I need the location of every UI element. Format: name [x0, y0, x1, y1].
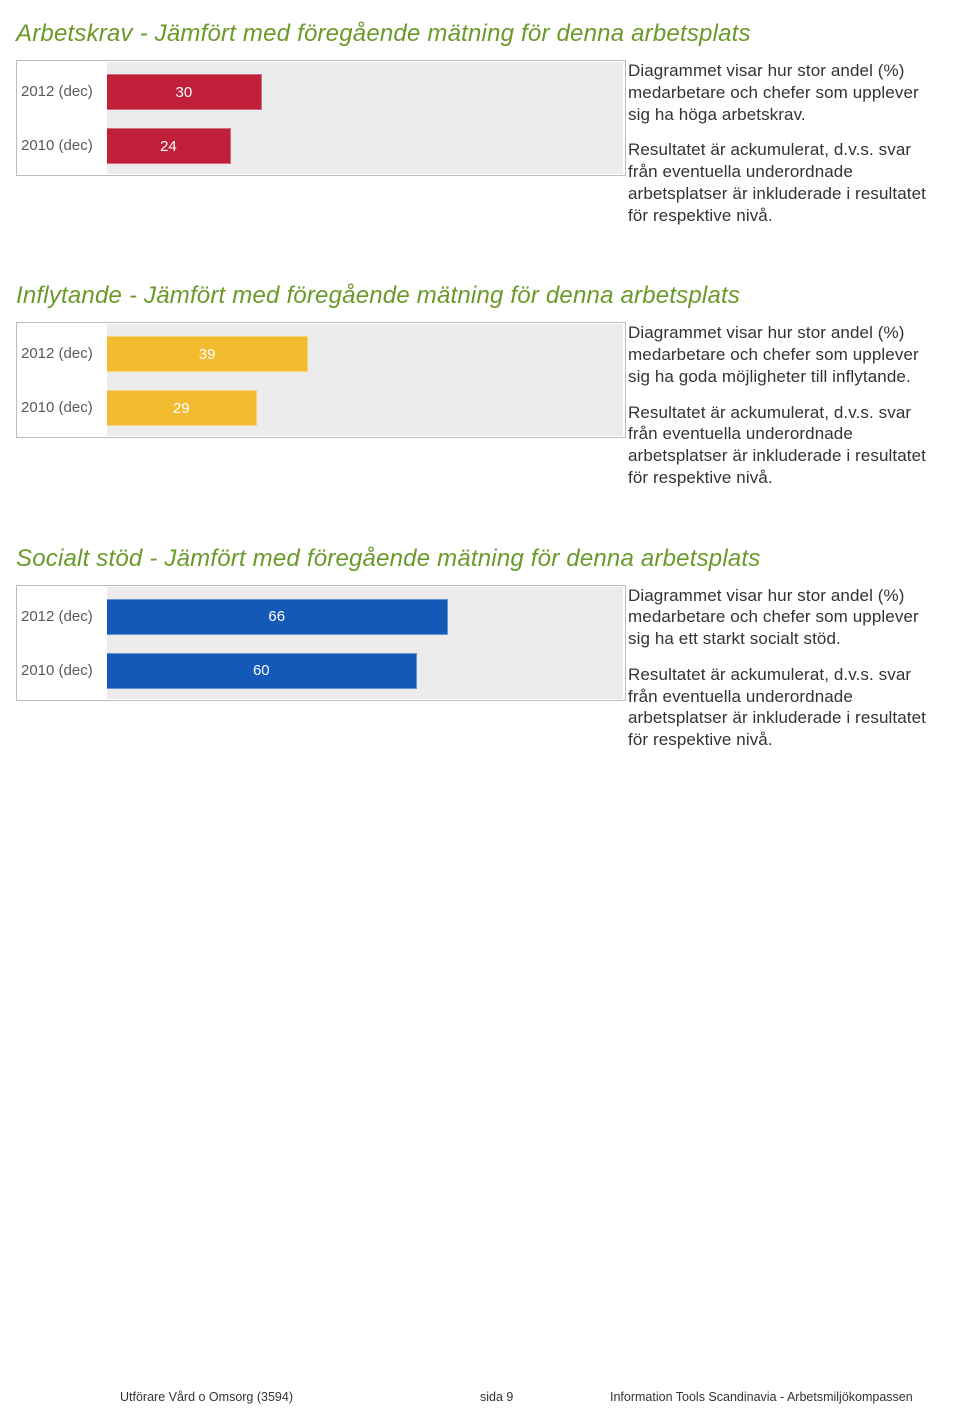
section-1: Inflytande - Jämfört med föregående mätn…: [16, 282, 944, 502]
bar-row: 66: [107, 599, 448, 635]
desc-paragraph: Diagrammet visar hur stor andel (%) meda…: [628, 322, 944, 387]
bar-row: 39: [107, 336, 308, 372]
desc-paragraph: Diagrammet visar hur stor andel (%) meda…: [628, 585, 944, 650]
chart-box: 2012 (dec)30 2010 (dec)24: [16, 60, 626, 176]
section-row: 2012 (dec)39 2010 (dec)29 Diagrammet visar…: [16, 322, 944, 502]
bar-row: 29: [107, 390, 257, 426]
bar: 30: [107, 74, 262, 110]
section-row: 2012 (dec)30 2010 (dec)24 Diagrammet visar…: [16, 60, 944, 240]
description: Diagrammet visar hur stor andel (%) meda…: [626, 60, 944, 240]
footer-mid: sida 9: [480, 1390, 610, 1404]
desc-paragraph: Diagrammet visar hur stor andel (%) meda…: [628, 60, 944, 125]
bar-label: 2012 (dec): [17, 608, 107, 625]
chart-box: 2012 (dec)39 2010 (dec)29: [16, 322, 626, 438]
bar: 24: [107, 128, 231, 164]
page-footer: Utförare Vård o Omsorg (3594)sida 9Infor…: [0, 1390, 960, 1404]
chart-box: 2012 (dec)66 2010 (dec)60: [16, 585, 626, 701]
bar-label: 2010 (dec): [17, 662, 107, 679]
chart: 2012 (dec)39 2010 (dec)29: [16, 322, 626, 438]
bar: 66: [107, 599, 448, 635]
bar-label: 2012 (dec): [17, 83, 107, 100]
footer-right: Information Tools Scandinavia - Arbetsmi…: [610, 1390, 944, 1404]
bar-row: 60: [107, 653, 417, 689]
chart: 2012 (dec)66 2010 (dec)60: [16, 585, 626, 701]
desc-paragraph: Resultatet är ackumulerat, d.v.s. svar f…: [628, 139, 944, 226]
bar-label: 2012 (dec): [17, 345, 107, 362]
section-row: 2012 (dec)66 2010 (dec)60 Diagrammet visar…: [16, 585, 944, 765]
bar: 60: [107, 653, 417, 689]
bar-label: 2010 (dec): [17, 399, 107, 416]
section-title: Arbetskrav - Jämfört med föregående mätn…: [16, 20, 944, 48]
chart: 2012 (dec)30 2010 (dec)24: [16, 60, 626, 176]
section-0: Arbetskrav - Jämfört med föregående mätn…: [16, 20, 944, 240]
bar: 39: [107, 336, 308, 372]
desc-paragraph: Resultatet är ackumulerat, d.v.s. svar f…: [628, 664, 944, 751]
section-title: Inflytande - Jämfört med föregående mätn…: [16, 282, 944, 310]
desc-paragraph: Resultatet är ackumulerat, d.v.s. svar f…: [628, 402, 944, 489]
bar: 29: [107, 390, 257, 426]
section-2: Socialt stöd - Jämfört med föregående mä…: [16, 545, 944, 765]
description: Diagrammet visar hur stor andel (%) meda…: [626, 322, 944, 502]
bar-label: 2010 (dec): [17, 137, 107, 154]
bar-row: 30: [107, 74, 262, 110]
section-title: Socialt stöd - Jämfört med föregående mä…: [16, 545, 944, 573]
description: Diagrammet visar hur stor andel (%) meda…: [626, 585, 944, 765]
footer-left: Utförare Vård o Omsorg (3594): [120, 1390, 480, 1404]
bar-row: 24: [107, 128, 231, 164]
